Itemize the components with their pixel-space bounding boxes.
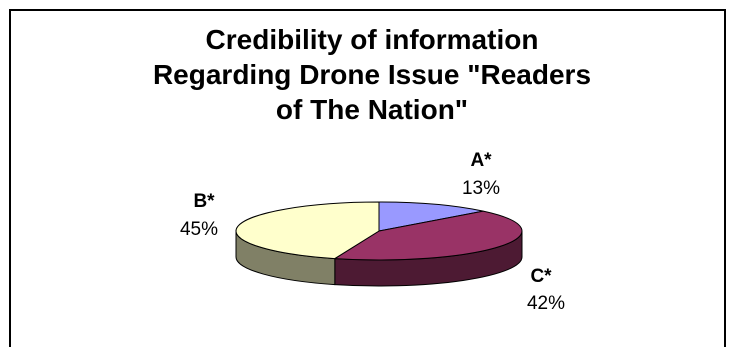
chart-title-line-2: Regarding Drone Issue "Readers — [152, 59, 592, 90]
pie-tops — [235, 201, 523, 261]
slice-value-a: 13% — [462, 178, 500, 199]
chart-title-line-3: of The Nation" — [275, 94, 469, 125]
pie-slice-c — [333, 210, 523, 261]
slice-label-c: C* — [530, 266, 552, 287]
slice-label-b: B* — [193, 191, 215, 212]
chart-title: Credibility of information Regarding Dro… — [0, 22, 740, 127]
pie-slice-a — [378, 201, 484, 232]
chart-frame — [9, 9, 726, 347]
slice-label-a: A* — [470, 150, 492, 171]
chart-title-line-1: Credibility of information — [205, 24, 539, 55]
slice-value-c: 42% — [527, 293, 565, 314]
pie-slice-b — [235, 201, 380, 260]
slice-value-b: 45% — [180, 219, 218, 240]
